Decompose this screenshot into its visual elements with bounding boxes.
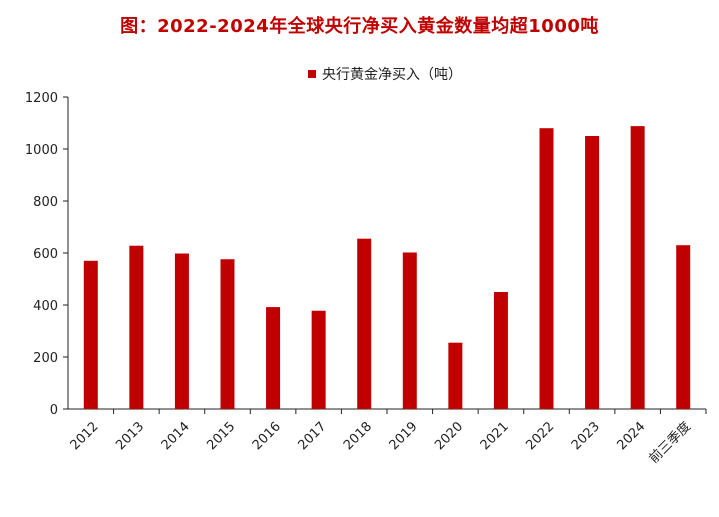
bar bbox=[448, 342, 463, 409]
y-tick-label: 200 bbox=[33, 351, 58, 366]
x-tick-label: 2015 bbox=[204, 419, 238, 453]
y-tick-label: 1200 bbox=[25, 91, 58, 106]
bar bbox=[129, 245, 144, 409]
bar bbox=[630, 126, 645, 410]
x-tick-label: 2022 bbox=[523, 419, 557, 453]
x-tick-label: 2016 bbox=[250, 419, 284, 453]
legend-swatch bbox=[308, 70, 316, 78]
x-tick-label: 2024 bbox=[614, 419, 648, 453]
bar bbox=[585, 136, 600, 409]
bar bbox=[174, 253, 189, 409]
bar bbox=[220, 259, 235, 409]
x-tick-label: 2021 bbox=[478, 419, 512, 453]
x-tick-label: 2017 bbox=[295, 419, 329, 453]
x-tick-label: 2018 bbox=[341, 419, 375, 453]
x-tick-label: 前三季度 bbox=[646, 419, 694, 467]
y-tick-label: 400 bbox=[33, 299, 58, 314]
chart-title: 图：2022-2024年全球央行净买入黄金数量均超1000吨 bbox=[120, 16, 599, 37]
bar bbox=[311, 310, 326, 409]
x-tick-label: 2020 bbox=[432, 419, 466, 453]
bar bbox=[493, 292, 508, 409]
legend-label: 央行黄金净买入（吨） bbox=[322, 67, 462, 83]
x-tick-label: 2014 bbox=[159, 419, 193, 453]
bar bbox=[266, 307, 281, 409]
bar bbox=[676, 245, 691, 409]
x-tick-label: 2023 bbox=[569, 419, 603, 453]
y-tick-label: 600 bbox=[33, 247, 58, 262]
x-tick-label: 2012 bbox=[68, 419, 102, 453]
chart-legend: 央行黄金净买入（吨） bbox=[308, 64, 462, 84]
y-tick-label: 800 bbox=[33, 195, 58, 210]
bar bbox=[83, 260, 98, 409]
x-tick-label: 2019 bbox=[387, 419, 421, 453]
bar bbox=[539, 128, 554, 409]
bar bbox=[402, 252, 417, 409]
y-tick-label: 0 bbox=[50, 403, 58, 418]
x-tick-label: 2013 bbox=[113, 419, 147, 453]
y-tick-label: 1000 bbox=[25, 143, 58, 158]
bar bbox=[357, 238, 372, 409]
